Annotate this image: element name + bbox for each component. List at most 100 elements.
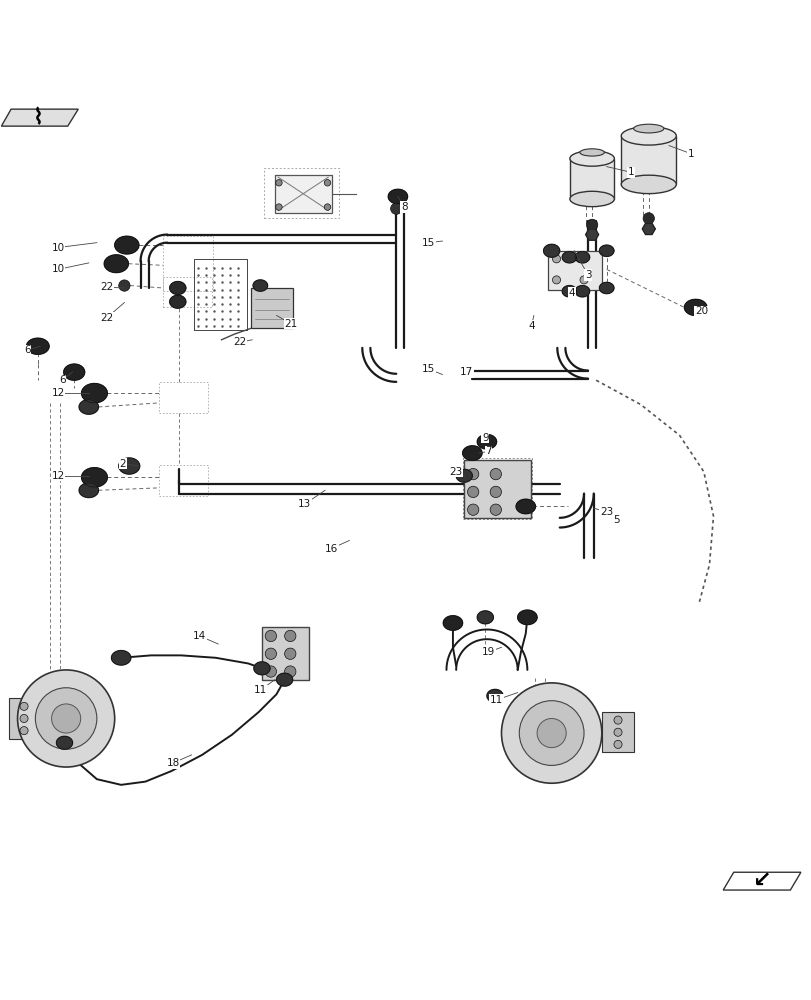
Text: 4: 4 xyxy=(527,321,534,331)
Polygon shape xyxy=(684,299,706,315)
Circle shape xyxy=(265,666,277,677)
Text: ⌇: ⌇ xyxy=(33,108,44,128)
Polygon shape xyxy=(477,434,496,449)
Polygon shape xyxy=(118,458,139,474)
Circle shape xyxy=(467,486,478,498)
Text: 11: 11 xyxy=(489,695,503,705)
Circle shape xyxy=(51,704,80,733)
Circle shape xyxy=(285,666,295,677)
Polygon shape xyxy=(254,662,270,675)
Text: 19: 19 xyxy=(481,647,495,657)
Circle shape xyxy=(467,468,478,480)
Polygon shape xyxy=(82,468,107,487)
Polygon shape xyxy=(642,223,654,235)
Bar xyxy=(251,288,292,328)
Bar xyxy=(620,136,676,184)
Bar xyxy=(569,159,614,199)
Polygon shape xyxy=(477,611,493,624)
Polygon shape xyxy=(79,483,98,498)
Polygon shape xyxy=(169,295,186,308)
Circle shape xyxy=(390,203,401,214)
Polygon shape xyxy=(487,689,503,702)
Circle shape xyxy=(285,630,295,642)
Text: 7: 7 xyxy=(485,446,491,456)
Text: 1: 1 xyxy=(627,167,633,177)
Polygon shape xyxy=(82,383,107,403)
Circle shape xyxy=(265,648,277,659)
Bar xyxy=(601,712,633,752)
Polygon shape xyxy=(275,175,331,213)
Polygon shape xyxy=(57,736,72,749)
Polygon shape xyxy=(27,338,49,354)
Ellipse shape xyxy=(569,151,614,166)
Polygon shape xyxy=(585,229,598,240)
Circle shape xyxy=(551,255,560,263)
Text: 23: 23 xyxy=(449,467,462,477)
Polygon shape xyxy=(543,244,559,257)
Text: 2: 2 xyxy=(119,459,126,469)
Text: 10: 10 xyxy=(51,243,65,253)
Circle shape xyxy=(579,255,587,263)
Polygon shape xyxy=(599,245,613,256)
Circle shape xyxy=(551,276,560,284)
Circle shape xyxy=(519,701,583,765)
Text: 20: 20 xyxy=(694,306,707,316)
Polygon shape xyxy=(2,109,78,126)
Text: ↙: ↙ xyxy=(752,871,770,891)
Circle shape xyxy=(36,688,97,749)
Bar xyxy=(10,698,38,739)
Text: 16: 16 xyxy=(324,544,337,554)
Text: 8: 8 xyxy=(401,202,407,212)
Bar xyxy=(464,460,530,518)
Polygon shape xyxy=(114,236,139,254)
Polygon shape xyxy=(561,252,576,263)
Text: 18: 18 xyxy=(166,758,179,768)
Circle shape xyxy=(490,468,501,480)
Ellipse shape xyxy=(620,175,676,194)
Polygon shape xyxy=(79,400,98,414)
Circle shape xyxy=(613,716,621,724)
Bar xyxy=(262,627,308,680)
Polygon shape xyxy=(456,469,472,482)
Polygon shape xyxy=(574,252,589,263)
Circle shape xyxy=(613,728,621,736)
Polygon shape xyxy=(517,610,536,625)
Text: 10: 10 xyxy=(51,264,65,274)
Text: 22: 22 xyxy=(234,337,247,347)
Circle shape xyxy=(467,504,478,515)
Ellipse shape xyxy=(569,191,614,207)
Text: 23: 23 xyxy=(599,507,612,517)
Circle shape xyxy=(20,702,28,710)
Polygon shape xyxy=(462,446,482,460)
Text: 22: 22 xyxy=(100,313,113,323)
Ellipse shape xyxy=(633,124,663,133)
Circle shape xyxy=(285,648,295,659)
Circle shape xyxy=(18,670,114,767)
Polygon shape xyxy=(599,282,613,294)
Ellipse shape xyxy=(620,127,676,145)
Circle shape xyxy=(276,204,282,210)
Circle shape xyxy=(586,219,597,231)
Circle shape xyxy=(118,280,130,291)
Text: 15: 15 xyxy=(422,238,435,248)
Text: 22: 22 xyxy=(100,282,113,292)
Polygon shape xyxy=(723,872,800,890)
Text: 17: 17 xyxy=(460,367,473,377)
Circle shape xyxy=(490,504,501,515)
Polygon shape xyxy=(574,286,589,297)
Polygon shape xyxy=(169,282,186,294)
Polygon shape xyxy=(111,651,131,665)
Text: 21: 21 xyxy=(284,319,298,329)
Polygon shape xyxy=(277,673,292,686)
Ellipse shape xyxy=(579,149,603,156)
Circle shape xyxy=(613,740,621,748)
Text: 6: 6 xyxy=(58,375,66,385)
Circle shape xyxy=(490,486,501,498)
Polygon shape xyxy=(104,255,128,273)
Text: 9: 9 xyxy=(482,433,488,443)
Text: 11: 11 xyxy=(253,685,267,695)
Polygon shape xyxy=(253,280,268,291)
Text: 13: 13 xyxy=(298,499,311,509)
Circle shape xyxy=(536,718,565,748)
Circle shape xyxy=(20,727,28,735)
